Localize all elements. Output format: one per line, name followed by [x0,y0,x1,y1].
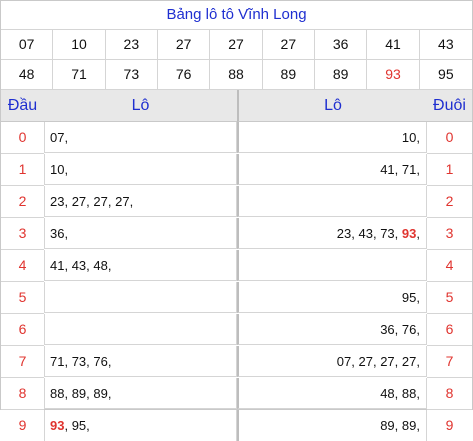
number-cell: 10 [53,30,106,60]
lo-left-cell [44,282,237,313]
dau-cell: 3 [1,218,44,250]
dau-cell: 1 [1,154,44,186]
header-dau: Đầu [1,90,44,122]
dau-cell: 8 [1,378,44,410]
dau-cell: 6 [1,314,44,346]
duoi-cell: 1 [427,154,472,186]
number-cell: 07 [1,30,54,60]
number-cell: 41 [367,30,420,60]
lo-left-cell: 93, 95, [44,410,237,441]
number-cell: 27 [157,30,211,60]
number-cell: 95 [419,60,472,90]
number-cell: 43 [419,30,472,60]
numbers-grid: 07 10 23 27 27 27 36 41 43 48 71 73 76 88 89 89 93 95 [1,30,472,90]
number-cell: 48 [1,60,54,90]
dau-cell: 2 [1,186,44,218]
duoi-cell: 8 [427,378,472,410]
lo-right-cell: 89, 89, [237,410,427,441]
duoi-cell: 0 [427,122,472,154]
number-cell: 89 [262,60,315,90]
lo-left-cell: 41, 43, 48, [44,250,237,281]
number-cell: 27 [210,30,263,60]
lo-right-cell [237,186,427,217]
number-cell: 27 [262,30,315,60]
lo-right-cell: 41, 71, [237,154,427,185]
lo-left-cell: 88, 89, 89, [44,378,237,409]
number-cell: 89 [314,60,368,90]
duoi-cell: 5 [427,282,472,314]
number-cell: 88 [210,60,263,90]
number-cell: 36 [314,30,368,60]
number-cell: 73 [105,60,158,90]
lo-right-cell [237,250,427,281]
duoi-cell: 2 [427,186,472,218]
header-lo-left: Lô [44,90,237,122]
table-title: Bảng lô tô Vĩnh Long [1,1,472,30]
header-lo-right: Lô [237,90,427,122]
number-cell: 93 [367,60,420,90]
number-cell: 23 [105,30,158,60]
highlight-number: 93 [50,418,65,433]
lo-right-cell: 48, 88, [237,378,427,409]
lo-right-cell: 95, [237,282,427,313]
dau-cell: 5 [1,282,44,314]
lo-right-cell: 07, 27, 27, 27, [237,346,427,377]
lo-left-cell: 71, 73, 76, [44,346,237,377]
dau-cell: 4 [1,250,44,282]
dau-cell: 9 [18,417,27,433]
number-cell: 76 [157,60,211,90]
dau-cell: 0 [1,122,44,154]
duoi-cell: 9 [445,417,454,433]
lo-right-cell: 36, 76, [237,314,427,345]
lo-right-cell: 23, 43, 73, 93, [237,218,427,249]
lo-left-cell: 07, [44,122,237,153]
duoi-cell: 3 [427,218,472,250]
highlight-number: 93 [401,226,417,241]
dau-cell: 7 [1,346,44,378]
duoi-cell: 7 [427,346,472,378]
number-cell: 71 [53,60,106,90]
duoi-cell: 4 [427,250,472,282]
lo-left-cell: 10, [44,154,237,185]
lo-left-cell [44,314,237,345]
lo-right-cell: 10, [237,122,427,153]
lo-left-cell: 23, 27, 27, 27, [44,186,237,217]
head-tail-grid: Đầu Lô Lô Đuôi 0 07, 10, 0 1 10, 41, 71, 1 2 23, … [1,90,472,441]
header-duoi: Đuôi [427,90,472,122]
lo-left-cell: 36, [44,218,237,249]
duoi-cell: 6 [427,314,472,346]
